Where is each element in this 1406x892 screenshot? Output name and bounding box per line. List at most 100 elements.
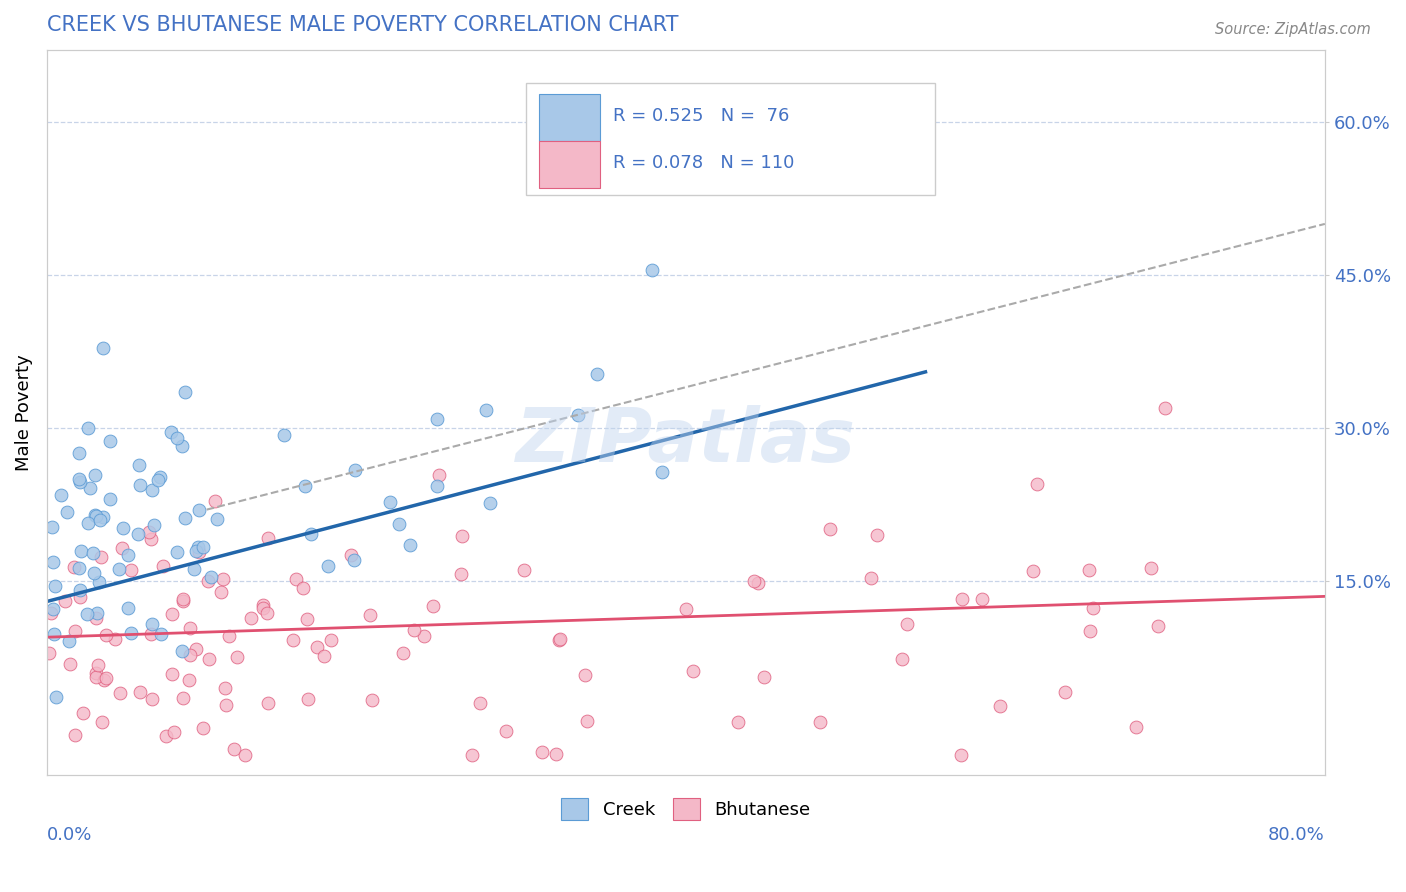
Point (42, 602, 65, 616)
Point (77, 516, 100, 531)
Point (209, 585, 232, 599)
Point (378, 494, 401, 508)
Point (117, 601, 139, 615)
Point (413, 629, 436, 643)
Point (53, 593, 76, 607)
Point (65, 728, 87, 742)
Point (111, 541, 134, 555)
Point (1154, 401, 1177, 415)
Point (67, 560, 90, 574)
Point (77, 421, 100, 435)
Point (470, 697, 492, 711)
Point (988, 698, 1011, 713)
Point (83, 566, 105, 581)
Point (69, 590, 91, 604)
Point (950, 591, 973, 606)
Point (179, 648, 201, 663)
Point (890, 651, 912, 665)
Point (240, 611, 263, 625)
Point (94, 628, 117, 642)
Point (141, 533, 163, 547)
Point (170, 439, 193, 453)
Point (42, 555, 65, 569)
Point (896, 617, 918, 632)
Point (215, 698, 238, 712)
Point (1146, 618, 1168, 632)
Point (426, 479, 449, 493)
Point (682, 664, 704, 678)
Point (98, 492, 121, 507)
Point (450, 529, 472, 543)
Text: CREEK VS BHUTANESE MALE POVERTY CORRELATION CHART: CREEK VS BHUTANESE MALE POVERTY CORRELAT… (46, 15, 678, 35)
Point (186, 544, 208, 558)
Point (204, 493, 226, 508)
Point (1022, 564, 1045, 578)
Point (84, 508, 107, 523)
Point (58, 633, 80, 648)
Point (531, 745, 554, 759)
Point (214, 681, 236, 696)
Point (256, 531, 278, 545)
Point (388, 516, 411, 531)
Point (398, 538, 420, 552)
Point (257, 696, 280, 710)
Point (359, 608, 381, 623)
Point (295, 612, 318, 626)
Point (319, 633, 342, 648)
Point (120, 626, 142, 640)
Point (950, 747, 973, 762)
Point (179, 622, 201, 636)
Point (172, 594, 194, 608)
Point (108, 686, 131, 700)
Point (91, 510, 114, 524)
Point (361, 693, 384, 707)
Point (450, 566, 472, 581)
Point (120, 563, 142, 577)
Point (218, 629, 240, 643)
Point (112, 521, 135, 535)
Point (818, 522, 841, 536)
Text: ZIPatlas: ZIPatlas (516, 405, 856, 478)
Point (41, 606, 63, 620)
Point (69, 544, 91, 558)
Point (90, 549, 112, 564)
Point (55, 504, 77, 518)
Point (159, 425, 181, 439)
Point (139, 626, 162, 640)
Point (160, 607, 183, 621)
Point (84, 670, 107, 684)
Point (141, 483, 163, 497)
Point (143, 517, 166, 532)
Point (575, 714, 598, 728)
Point (474, 403, 496, 417)
Point (67, 472, 90, 486)
Point (163, 725, 186, 739)
Point (44, 579, 66, 593)
Point (252, 601, 274, 615)
Point (316, 558, 339, 573)
Point (76, 607, 98, 621)
Point (427, 468, 450, 483)
Point (51, 487, 73, 501)
Text: R = 0.078   N = 110: R = 0.078 N = 110 (613, 154, 794, 172)
Point (128, 458, 150, 473)
Point (294, 479, 316, 493)
Point (141, 692, 163, 706)
Point (166, 431, 188, 445)
Point (198, 652, 221, 666)
Point (546, 747, 568, 761)
Point (172, 691, 194, 706)
Point (183, 561, 205, 575)
Point (567, 408, 589, 422)
Point (96, 671, 118, 685)
Point (152, 559, 174, 574)
Point (1081, 601, 1104, 615)
Point (252, 598, 274, 612)
Point (391, 646, 413, 660)
Point (297, 692, 319, 706)
Point (675, 602, 697, 616)
Text: Source: ZipAtlas.com: Source: ZipAtlas.com (1215, 22, 1371, 37)
Point (69, 582, 91, 597)
Point (404, 623, 426, 637)
Point (752, 670, 775, 684)
